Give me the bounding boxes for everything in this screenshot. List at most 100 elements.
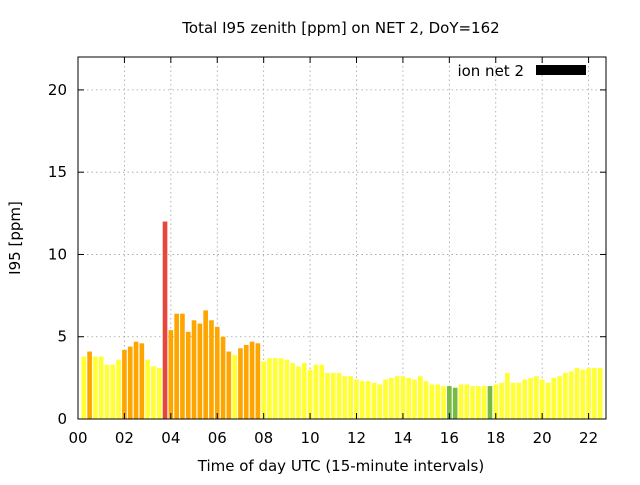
bar xyxy=(371,382,377,419)
bar xyxy=(476,386,481,419)
bar xyxy=(574,367,580,419)
bar xyxy=(209,320,214,419)
bar xyxy=(313,364,319,419)
bar xyxy=(464,384,470,419)
bar xyxy=(418,376,423,419)
bar xyxy=(301,363,307,419)
bar xyxy=(197,323,203,419)
bar xyxy=(278,358,284,419)
bar xyxy=(243,344,249,419)
bar xyxy=(249,341,255,419)
bar xyxy=(174,313,179,419)
bar xyxy=(481,386,487,419)
bar xyxy=(307,369,313,419)
bar xyxy=(412,379,417,419)
bar xyxy=(534,376,539,419)
bar xyxy=(116,359,121,419)
bar xyxy=(568,371,574,419)
legend-swatch xyxy=(536,65,586,75)
bar xyxy=(388,377,394,419)
bar xyxy=(325,372,330,419)
bar xyxy=(342,376,348,419)
bar xyxy=(296,366,301,419)
x-tick-label: 10 xyxy=(301,429,320,447)
bar xyxy=(98,356,104,419)
bar xyxy=(127,346,133,419)
bar xyxy=(394,376,400,419)
bar xyxy=(330,372,336,419)
grid xyxy=(78,57,606,419)
bar xyxy=(214,326,220,419)
bar xyxy=(493,384,499,419)
bar xyxy=(110,364,116,419)
bar xyxy=(226,351,232,419)
bar xyxy=(220,336,226,419)
ticks: 00 02 04 06 08 10 12 14 16 18 20 22 0 5 10 15 20 xyxy=(48,57,606,447)
bar xyxy=(191,320,197,419)
bar xyxy=(487,386,493,419)
x-tick-label: 12 xyxy=(347,429,366,447)
bar xyxy=(122,349,127,419)
bar xyxy=(87,351,92,419)
bar xyxy=(104,364,110,419)
bar xyxy=(232,354,237,419)
y-tick-label: 15 xyxy=(48,163,67,181)
bar xyxy=(406,377,412,419)
x-tick-label: 14 xyxy=(393,429,412,447)
bar xyxy=(510,382,516,419)
legend-label: ion net 2 xyxy=(457,62,524,80)
bars xyxy=(81,221,603,419)
bar xyxy=(267,358,272,419)
bar xyxy=(557,376,562,419)
x-tick-label: 22 xyxy=(579,429,598,447)
bar xyxy=(551,377,557,419)
bar xyxy=(470,386,475,419)
bar xyxy=(203,310,208,419)
x-tick-label: 02 xyxy=(115,429,134,447)
bar xyxy=(400,376,406,419)
bar xyxy=(563,372,568,419)
bar xyxy=(185,331,191,419)
y-tick-label: 10 xyxy=(48,245,67,263)
bar xyxy=(255,343,261,419)
bar xyxy=(139,343,145,419)
bar xyxy=(93,356,98,419)
bar xyxy=(580,369,586,419)
bar xyxy=(168,330,174,419)
bar xyxy=(528,377,533,419)
plot-frame xyxy=(77,56,607,420)
bar xyxy=(272,358,278,419)
bar xyxy=(592,367,597,419)
bar xyxy=(597,367,603,419)
bar xyxy=(336,372,342,419)
x-tick-label: 04 xyxy=(161,429,180,447)
y-tick-label: 0 xyxy=(57,410,67,428)
bar xyxy=(261,361,266,419)
bar xyxy=(423,381,429,419)
bar xyxy=(319,364,325,419)
bar xyxy=(516,382,522,419)
x-tick-label: 08 xyxy=(254,429,273,447)
y-tick-label: 20 xyxy=(48,81,67,99)
bar xyxy=(133,341,139,419)
chart-title: Total I95 zenith [ppm] on NET 2, DoY=162 xyxy=(181,19,499,37)
bar xyxy=(284,359,290,419)
bar xyxy=(539,379,545,419)
bar xyxy=(290,363,296,419)
legend: ion net 2 xyxy=(457,62,586,80)
bar xyxy=(429,384,435,419)
bar xyxy=(499,382,504,419)
bar xyxy=(81,356,87,419)
x-axis-label: Time of day UTC (15-minute intervals) xyxy=(197,457,484,475)
bar xyxy=(377,384,383,419)
bar xyxy=(452,387,458,419)
bar xyxy=(435,384,441,419)
bar xyxy=(145,359,150,419)
y-axis-label: I95 [ppm] xyxy=(6,201,24,275)
bar xyxy=(348,376,354,419)
bar xyxy=(447,386,452,419)
bar xyxy=(151,366,156,419)
bar xyxy=(156,367,162,419)
